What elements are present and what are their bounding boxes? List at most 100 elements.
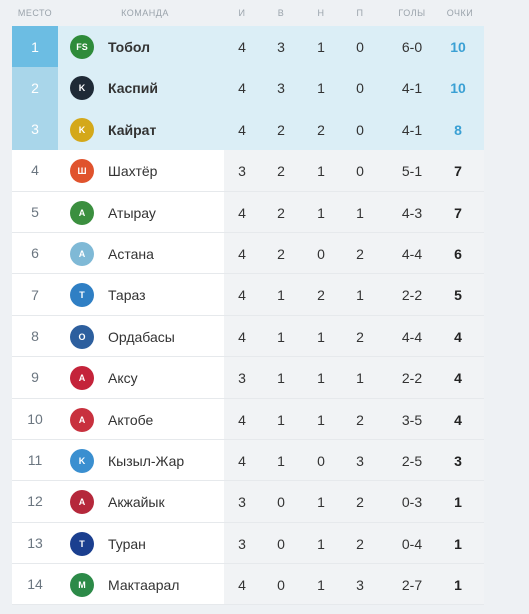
team-name[interactable]: Каспий (108, 80, 158, 97)
team-logo-icon: A (70, 241, 94, 266)
table-row[interactable]: 3 K Кайрат 4 2 2 0 4-1 8 (0, 108, 529, 151)
team-name[interactable]: Аксу (108, 370, 138, 387)
team-cell[interactable]: M Мактаарал (58, 564, 224, 606)
draws: 1 (317, 39, 325, 55)
team-logo-icon: T (70, 531, 94, 556)
team-cell[interactable]: K Кызыл-Жар (58, 439, 224, 482)
points: 10 (450, 39, 466, 55)
stats-cell: 4 1 0 3 2-5 3 (224, 439, 484, 482)
wins: 1 (277, 328, 285, 345)
games-played: 4 (238, 577, 246, 594)
points: 1 (454, 577, 462, 594)
team-name[interactable]: Тобол (108, 39, 150, 55)
losses: 2 (356, 494, 364, 511)
team-name[interactable]: Акжайык (108, 494, 165, 511)
team-cell[interactable]: K Каспий (58, 67, 224, 109)
team-cell[interactable]: A Актобе (58, 398, 224, 440)
team-logo-text: M (78, 580, 86, 591)
team-cell[interactable]: T Туран (58, 522, 224, 565)
stats-cell: 4 2 0 2 4-4 6 (224, 232, 484, 275)
points: 5 (454, 287, 462, 304)
stats-cell: 3 0 1 2 0-3 1 (224, 481, 484, 523)
table-row[interactable]: 2 K Каспий 4 3 1 0 4-1 10 (0, 67, 529, 109)
table-row[interactable]: 1 FS Тобол 4 3 1 0 6-0 10 (0, 26, 529, 68)
table-body: 1 FS Тобол 4 3 1 0 6-0 10 2 K Каспий 4 3 1 0 4-1 10 3 K Кайр… (0, 26, 529, 606)
goals: 2-2 (401, 370, 423, 387)
draws: 1 (317, 411, 325, 428)
stats-cell: 3 1 1 1 2-2 4 (224, 357, 484, 399)
team-logo-text: K (78, 455, 86, 466)
team-logo-icon: Ш (70, 159, 94, 184)
team-name[interactable]: Шахтёр (108, 163, 158, 180)
draws: 2 (317, 121, 325, 138)
goals: 4-4 (401, 245, 423, 262)
table-row[interactable]: 7 T Тараз 4 1 2 1 2-2 5 (0, 274, 529, 316)
row-spacer (484, 315, 529, 358)
team-logo-text: T (79, 290, 85, 301)
team-logo-text: A (78, 373, 86, 384)
games-played: 4 (238, 39, 246, 55)
header-wins: В (277, 8, 285, 18)
team-cell[interactable]: T Тараз (58, 274, 224, 316)
wins: 1 (277, 411, 285, 428)
wins: 1 (277, 287, 285, 304)
table-row[interactable]: 13 T Туран 3 0 1 2 0-4 1 (0, 522, 529, 565)
place-number: 14 (12, 564, 58, 606)
team-cell[interactable]: A Аксу (58, 357, 224, 399)
table-row[interactable]: 9 A Аксу 3 1 1 1 2-2 4 (0, 357, 529, 399)
team-name[interactable]: Атырау (108, 204, 156, 221)
place-number: 7 (12, 274, 58, 316)
table-row[interactable]: 10 A Актобе 4 1 1 2 3-5 4 (0, 398, 529, 440)
wins: 2 (277, 204, 285, 221)
table-row[interactable]: 12 A Акжайык 3 0 1 2 0-3 1 (0, 481, 529, 523)
wins: 3 (277, 80, 285, 97)
team-cell[interactable]: A Акжайык (58, 481, 224, 523)
place-number: 3 (12, 108, 58, 151)
wins: 0 (277, 494, 285, 511)
games-played: 4 (238, 328, 246, 345)
team-name[interactable]: Кайрат (108, 121, 157, 138)
row-spacer (484, 274, 529, 316)
team-name[interactable]: Ордабасы (108, 328, 175, 345)
team-cell[interactable]: FS Тобол (58, 26, 224, 68)
team-name[interactable]: Туран (108, 535, 146, 552)
team-name[interactable]: Актобе (108, 411, 154, 428)
place-number: 5 (12, 191, 58, 233)
draws: 1 (317, 370, 325, 387)
table-row[interactable]: 5 A Атырау 4 2 1 1 4-3 7 (0, 191, 529, 233)
stats-cell: 4 3 1 0 6-0 10 (224, 26, 484, 68)
team-logo-icon: O (70, 324, 94, 349)
goals: 4-4 (401, 328, 423, 345)
team-cell[interactable]: K Кайрат (58, 108, 224, 151)
points: 3 (454, 452, 462, 469)
points: 10 (450, 80, 466, 97)
games-played: 3 (238, 494, 246, 511)
team-cell[interactable]: A Астана (58, 232, 224, 275)
team-name[interactable]: Астана (108, 245, 154, 262)
table-row[interactable]: 6 A Астана 4 2 0 2 4-4 6 (0, 232, 529, 275)
points: 8 (454, 121, 462, 138)
table-row[interactable]: 4 Ш Шахтёр 3 2 1 0 5-1 7 (0, 150, 529, 192)
stats-cell: 4 1 1 2 3-5 4 (224, 398, 484, 440)
stats-cell: 4 1 1 2 4-4 4 (224, 315, 484, 358)
table-row[interactable]: 11 K Кызыл-Жар 4 1 0 3 2-5 3 (0, 439, 529, 482)
team-name[interactable]: Тараз (108, 287, 146, 304)
games-played: 3 (238, 370, 246, 387)
games-played: 4 (238, 80, 246, 97)
team-cell[interactable]: O Ордабасы (58, 315, 224, 358)
header-goals: ГОЛЫ (398, 8, 426, 18)
place-number: 2 (12, 67, 58, 109)
team-name[interactable]: Кызыл-Жар (108, 452, 185, 469)
place-number: 11 (12, 439, 58, 482)
table-row[interactable]: 14 M Мактаарал 4 0 1 3 2-7 1 (0, 564, 529, 606)
table-row[interactable]: 8 O Ордабасы 4 1 1 2 4-4 4 (0, 315, 529, 358)
games-played: 4 (238, 411, 246, 428)
points: 1 (454, 494, 462, 511)
place-number: 8 (12, 315, 58, 358)
team-name[interactable]: Мактаарал (108, 577, 180, 594)
team-cell[interactable]: Ш Шахтёр (58, 150, 224, 192)
losses: 3 (356, 452, 364, 469)
losses: 2 (356, 535, 364, 552)
team-cell[interactable]: A Атырау (58, 191, 224, 233)
losses: 0 (356, 80, 364, 97)
